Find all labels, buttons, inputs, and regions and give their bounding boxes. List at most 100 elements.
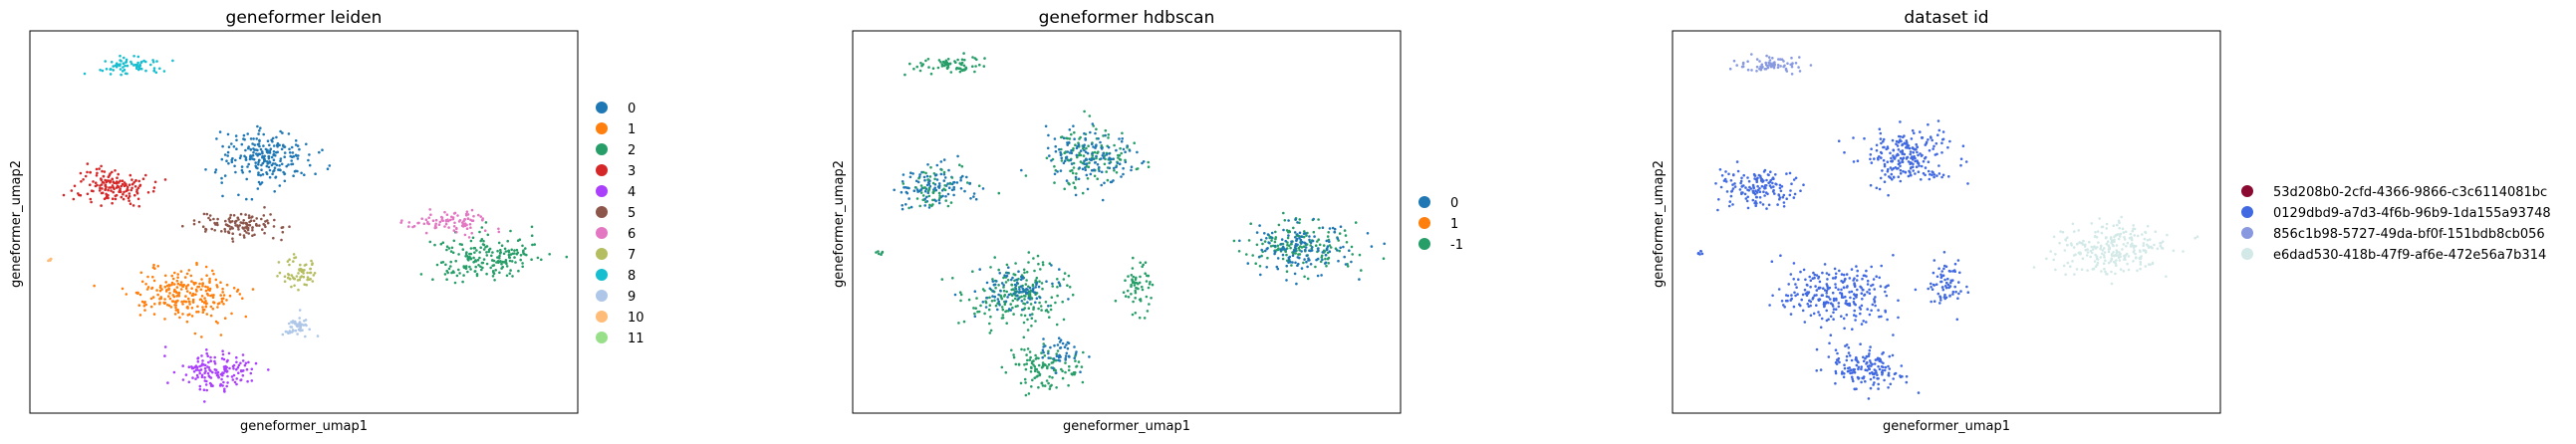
data-point-cat-2: [516, 239, 520, 242]
data-point-cat-0129dbd9-a7d3-4f6b-96b9-1da155a93748: [1778, 196, 1782, 199]
data-point-cat-0129dbd9-a7d3-4f6b-96b9-1da155a93748: [1935, 275, 1939, 279]
data-point-cat-1: [196, 285, 199, 289]
data-point-cat-1: [1064, 361, 1067, 364]
data-point-cat-0129dbd9-a7d3-4f6b-96b9-1da155a93748: [1929, 172, 1932, 176]
data-point-cat-5: [197, 220, 201, 224]
data-point-cat-1: [174, 306, 177, 310]
data-point-cat-4: [221, 373, 224, 377]
data-point-cat-0129dbd9-a7d3-4f6b-96b9-1da155a93748: [1787, 283, 1790, 286]
data-point-cat-0129dbd9-a7d3-4f6b-96b9-1da155a93748: [1848, 354, 1852, 357]
data-point-cat-e6dad530-418b-47f9-af6e-472e56a7b314: [2061, 230, 2065, 234]
data-point-cat-856c1b98-5727-49da-bf0f-151bdb8cb056: [1755, 70, 1758, 73]
data-point-cat-1: [964, 66, 967, 70]
data-point-cat-1: [235, 290, 239, 293]
data-point-cat-e6dad530-418b-47f9-af6e-472e56a7b314: [2104, 259, 2107, 263]
data-point-cat-6: [458, 219, 462, 222]
data-point-cat-5: [236, 216, 239, 220]
data-point-cat-0: [1102, 156, 1106, 159]
data-point-cat-e6dad530-418b-47f9-af6e-472e56a7b314: [2115, 251, 2119, 255]
data-point-cat-1: [926, 189, 930, 193]
data-point-cat-1: [142, 305, 146, 308]
x-axis-label: geneformer_umap1: [1883, 419, 2010, 434]
data-point-cat-0129dbd9-a7d3-4f6b-96b9-1da155a93748: [1870, 161, 1874, 164]
data-point-cat-1: [193, 332, 197, 335]
data-point-cat-3: [137, 179, 140, 183]
data-point-cat-7: [292, 260, 295, 263]
data-point-cat-0129dbd9-a7d3-4f6b-96b9-1da155a93748: [1795, 286, 1798, 290]
data-point-cat-7: [312, 274, 316, 277]
data-point-cat-0129dbd9-a7d3-4f6b-96b9-1da155a93748: [1888, 175, 1891, 178]
data-point-cat-4: [200, 375, 204, 379]
data-point-cat-1: [958, 163, 961, 166]
data-point-cat-1: [1072, 166, 1076, 169]
data-point-cat-0: [295, 154, 299, 157]
data-point-cat-0129dbd9-a7d3-4f6b-96b9-1da155a93748: [1905, 139, 1909, 142]
data-point-cat-0129dbd9-a7d3-4f6b-96b9-1da155a93748: [1845, 354, 1849, 358]
data-point-cat-0: [918, 173, 921, 176]
data-point-cat-0: [1263, 232, 1266, 235]
data-point-cat-0129dbd9-a7d3-4f6b-96b9-1da155a93748: [1815, 304, 1818, 308]
data-point-cat-1: [931, 67, 935, 70]
data-point-cat-1: [1028, 294, 1032, 298]
data-point-cat-e6dad530-418b-47f9-af6e-472e56a7b314: [2123, 238, 2127, 241]
data-point-cat-856c1b98-5727-49da-bf0f-151bdb8cb056: [1764, 67, 1768, 71]
data-point-cat-8: [162, 70, 166, 73]
data-point-cat-1: [1061, 300, 1064, 304]
data-point-cat-0: [996, 298, 1000, 301]
data-point-cat-3: [95, 174, 99, 177]
data-point-cat-1: [138, 314, 142, 317]
data-point-cat-5: [210, 227, 213, 231]
data-point-cat-2: [496, 249, 499, 253]
data-point-cat-e6dad530-418b-47f9-af6e-472e56a7b314: [2154, 230, 2158, 233]
data-point-cat-0129dbd9-a7d3-4f6b-96b9-1da155a93748: [1802, 183, 1805, 186]
data-point-cat-856c1b98-5727-49da-bf0f-151bdb8cb056: [1772, 66, 1776, 70]
data-point-cat-1: [1063, 151, 1066, 154]
data-point-cat-1: [163, 274, 167, 278]
data-point-cat-1: [142, 302, 146, 305]
data-point-cat-1: [1055, 323, 1059, 327]
data-point-cat-8: [124, 72, 128, 76]
data-point-cat-1: [152, 313, 156, 316]
data-point-cat-2: [508, 256, 511, 260]
data-point-cat-1: [152, 263, 155, 267]
data-point-cat-1: [204, 289, 208, 293]
data-point-cat-3: [115, 186, 119, 189]
data-point-cat-1: [232, 287, 236, 290]
legend-label: 9: [628, 290, 636, 305]
data-point-cat-0: [1339, 225, 1343, 228]
data-point-cat-0129dbd9-a7d3-4f6b-96b9-1da155a93748: [1760, 184, 1764, 188]
data-point-cat-3: [86, 162, 90, 165]
data-point-cat-2: [464, 265, 468, 268]
data-point-cat-0: [1321, 226, 1325, 229]
data-point-cat-0: [1073, 345, 1076, 348]
data-point-cat-1: [1077, 153, 1081, 157]
data-point-cat-e6dad530-418b-47f9-af6e-472e56a7b314: [2146, 243, 2149, 247]
data-point-cat-1: [1260, 254, 1263, 258]
data-point-cat-1: [1061, 369, 1064, 373]
data-point-cat-1: [1049, 308, 1053, 312]
data-point-cat-0: [240, 142, 244, 146]
data-point-cat-3: [112, 186, 116, 189]
data-point-cat-1: [1131, 279, 1134, 283]
data-point-cat-0: [923, 178, 926, 182]
data-point-cat-0129dbd9-a7d3-4f6b-96b9-1da155a93748: [1871, 362, 1874, 366]
data-point-cat-0: [314, 172, 317, 175]
data-point-cat-0129dbd9-a7d3-4f6b-96b9-1da155a93748: [1947, 286, 1950, 290]
data-point-cat-2: [490, 259, 494, 262]
data-point-cat-7: [295, 275, 299, 278]
data-point-cat-0: [1310, 249, 1314, 252]
data-point-cat-8: [116, 62, 119, 65]
data-point-cat-4: [181, 378, 185, 381]
data-point-cat-3: [117, 172, 120, 176]
data-point-cat-4: [239, 361, 242, 365]
data-point-cat-2: [449, 250, 453, 253]
data-point-cat-0129dbd9-a7d3-4f6b-96b9-1da155a93748: [1918, 164, 1921, 167]
data-point-cat-0: [234, 158, 237, 162]
data-point-cat-5: [242, 227, 245, 230]
data-point-cat-0: [1108, 166, 1112, 170]
data-point-cat-0129dbd9-a7d3-4f6b-96b9-1da155a93748: [1932, 271, 1935, 275]
data-point-cat-0129dbd9-a7d3-4f6b-96b9-1da155a93748: [1924, 166, 1928, 169]
data-point-cat-0129dbd9-a7d3-4f6b-96b9-1da155a93748: [1831, 277, 1835, 280]
data-point-cat-5: [247, 216, 251, 220]
data-point-cat-5: [247, 214, 251, 217]
